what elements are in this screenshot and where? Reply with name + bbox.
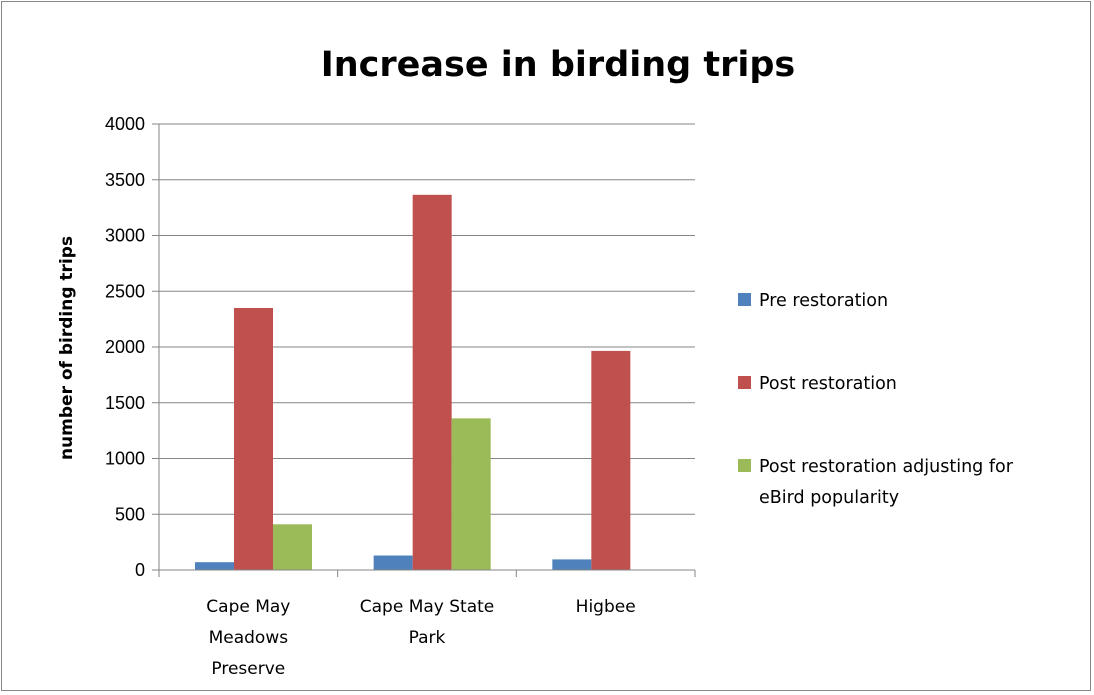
category-label: Cape May State bbox=[360, 597, 495, 617]
category-label: Cape May bbox=[206, 597, 290, 617]
y-tick-label: 1500 bbox=[105, 393, 145, 413]
x-category-labels: Cape May Meadows Preserve Cape May State Par… bbox=[206, 597, 635, 679]
bar bbox=[373, 555, 413, 570]
category-label: Preserve bbox=[211, 659, 285, 679]
bar bbox=[195, 562, 234, 570]
legend: Pre restoration Post restoration Post rest… bbox=[738, 291, 1014, 508]
y-tick-label: 1000 bbox=[105, 449, 145, 469]
y-tick-label: 500 bbox=[115, 504, 145, 524]
legend-label: Pre restoration bbox=[759, 291, 888, 311]
legend-swatch bbox=[738, 459, 751, 472]
legend-swatch bbox=[738, 376, 751, 389]
y-tick-label: 2000 bbox=[105, 337, 145, 357]
category-label: Higbee bbox=[576, 597, 636, 617]
legend-swatch bbox=[738, 293, 751, 306]
bar bbox=[451, 418, 491, 570]
y-tick-label: 4000 bbox=[105, 114, 145, 134]
y-axis-label: number of birding trips bbox=[57, 236, 77, 460]
bar bbox=[273, 524, 312, 570]
bar bbox=[591, 350, 631, 570]
bar bbox=[552, 559, 592, 570]
legend-label: Post restoration bbox=[759, 374, 897, 394]
y-tick-label: 3500 bbox=[105, 170, 145, 190]
legend-label: eBird popularity bbox=[759, 488, 899, 508]
y-tick-label: 0 bbox=[135, 560, 145, 580]
chart-title: Increase in birding trips bbox=[321, 45, 796, 85]
category-label: Park bbox=[409, 628, 446, 648]
y-tick-label: 2500 bbox=[105, 281, 145, 301]
legend-label: Post restoration adjusting for bbox=[759, 457, 1014, 477]
bars bbox=[195, 194, 631, 571]
category-label: Meadows bbox=[209, 628, 289, 648]
y-tick-label: 3000 bbox=[105, 226, 145, 246]
bar bbox=[234, 307, 273, 570]
y-tick-labels: 0 500 1000 1500 2000 2500 3000 3500 4000 bbox=[105, 114, 145, 580]
bar bbox=[412, 194, 452, 571]
axes bbox=[152, 123, 696, 577]
